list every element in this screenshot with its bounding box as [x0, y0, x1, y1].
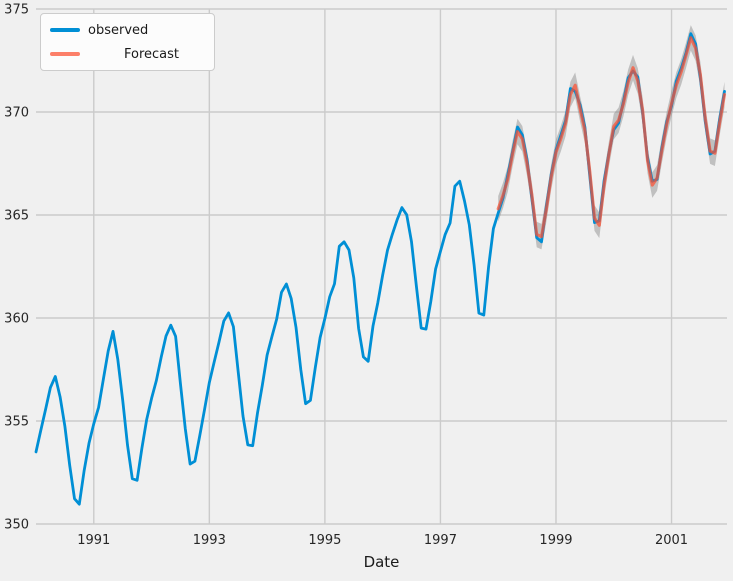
x-tick-label: 1997 [424, 533, 457, 548]
x-tick-label: 2001 [655, 533, 688, 548]
x-tick-label: 1993 [193, 533, 226, 548]
y-tick-label: 360 [4, 312, 29, 327]
y-tick-label: 350 [4, 518, 29, 533]
legend-item-observed: observed [50, 20, 200, 40]
x-tick-label: 1995 [308, 533, 341, 548]
legend-label-observed: observed [88, 22, 149, 38]
y-tick-label: 370 [4, 106, 29, 121]
y-tick-label: 365 [4, 209, 29, 224]
y-tick-label: 375 [4, 3, 29, 18]
forecast-line-swatch [50, 52, 80, 56]
y-tick-label: 355 [4, 415, 29, 430]
forecast-line [496, 36, 727, 239]
x-tick-label: 1991 [77, 533, 110, 548]
legend: observed Forecast [40, 13, 215, 71]
x-tick-label: 1999 [539, 533, 572, 548]
legend-label-forecast: Forecast [124, 46, 180, 62]
observed-line-swatch [50, 28, 80, 32]
x-axis-label: Date [363, 553, 400, 571]
legend-item-forecast: Forecast [50, 44, 200, 64]
